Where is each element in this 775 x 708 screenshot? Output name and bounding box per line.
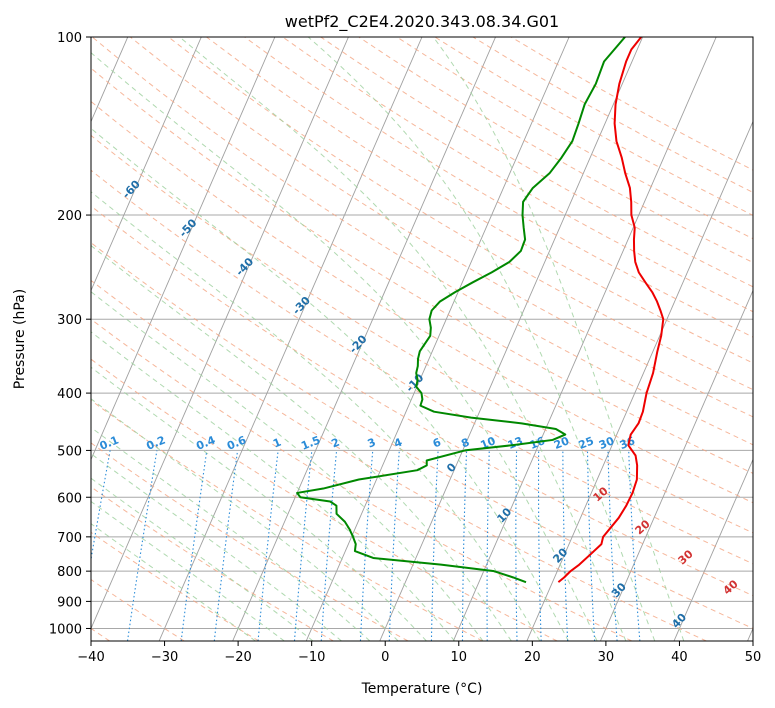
mixing-ratio-line [126, 450, 158, 641]
moist-adiabat-line [91, 127, 569, 641]
mixing-ratio-line [91, 450, 111, 563]
isotherm-line [673, 458, 753, 641]
mixing-ratio-label: 13 [506, 434, 525, 452]
chart-title: wetPf2_C2E4.2020.343.08.34.G01 [285, 12, 559, 32]
x-tick-label: −10 [298, 650, 325, 665]
y-tick-label: 300 [57, 313, 82, 328]
y-tick-label: 700 [57, 531, 82, 546]
moist-adiabat-line [91, 331, 456, 641]
mixing-ratio-label: 2 [329, 436, 341, 451]
y-tick-label: 400 [57, 387, 82, 402]
mixing-ratio-label: 30 [597, 434, 616, 452]
dewpoint-line [296, 37, 626, 584]
moist-adiabat-line [91, 244, 512, 641]
y-tick-label: 900 [57, 595, 82, 610]
moist-adiabat-line [91, 426, 371, 641]
mixing-ratio-line [180, 450, 208, 641]
mixing-ratio-label: 25 [577, 434, 596, 452]
dry-adiabat-line [91, 242, 753, 630]
y-tick-label: 600 [57, 491, 82, 506]
y-tick-label: 500 [57, 444, 82, 459]
x-tick-label: 10 [451, 650, 468, 665]
x-tick-label: 30 [598, 650, 615, 665]
isotherm-line [91, 37, 349, 630]
moist-adiabat-line [91, 523, 256, 641]
mixing-ratio-line [257, 450, 279, 641]
background-lines [91, 37, 753, 641]
isotherm-line [526, 120, 753, 641]
profile-series [296, 37, 665, 584]
mixing-ratio-label: 36 [618, 434, 637, 452]
x-tick-label: 20 [524, 650, 541, 665]
axes: −40 −30 −20 −10 0 10 20 30 40 50 100 200 300 400 500 60… [49, 31, 761, 665]
dry-adiabat-line [91, 100, 753, 504]
mixing-ratio-line [213, 450, 239, 641]
mixing-ratio-label: 8 [459, 436, 471, 451]
dry-adiabat-line [91, 169, 753, 565]
x-tick-label: 50 [745, 650, 762, 665]
plot-frame [90, 36, 754, 642]
dry-adiabat-line [91, 37, 753, 446]
isotherm-line [600, 289, 753, 641]
x-tick-label: 40 [671, 650, 688, 665]
moist-adiabat-line [307, 37, 656, 641]
moist-adiabat-line [91, 51, 598, 641]
y-axis-label: Pressure (hPa) [12, 289, 28, 389]
isotherm-line [379, 37, 644, 641]
mixing-ratio-label: 1 [271, 436, 283, 451]
dry-adiabat-line [91, 486, 334, 641]
moist-adiabat-line [91, 291, 484, 641]
dry-adiabat-line [91, 134, 753, 534]
moist-adiabat-line [91, 398, 399, 641]
dry-adiabat-line [91, 318, 632, 641]
isotherm-line [305, 37, 570, 641]
isotherm-line [91, 37, 276, 461]
y-tick-label: 100 [57, 31, 82, 46]
moist-adiabat-line [179, 37, 627, 641]
x-tick-label: −30 [151, 650, 178, 665]
dry-adiabat-line [91, 358, 558, 641]
isotherm-line [232, 37, 496, 641]
temperature-line [557, 37, 665, 583]
moist-adiabat-line [91, 453, 342, 641]
moist-adiabat-line [91, 191, 541, 641]
dry-adiabat-line [244, 37, 753, 338]
isotherm-line [158, 37, 423, 641]
y-tick-label: 800 [57, 565, 82, 580]
x-tick-label: −40 [77, 650, 104, 665]
isotherm-line [452, 37, 717, 641]
y-tick-label: 200 [57, 209, 82, 224]
y-tick-label: 1000 [49, 622, 82, 637]
dry-adiabat-line [91, 205, 753, 597]
dry-adiabat-line [320, 37, 753, 288]
x-tick-label: −20 [224, 650, 251, 665]
dry-adiabat-line [168, 37, 753, 391]
mixing-ratio-label: 16 [528, 434, 547, 452]
x-tick-label: 0 [381, 650, 389, 665]
moist-adiabat-line [432, 37, 685, 641]
moist-adiabat-line [91, 477, 314, 641]
isotherm-line [91, 37, 202, 292]
dry-adiabat-line [91, 442, 409, 641]
mixing-ratio-label: 3 [366, 436, 378, 451]
moist-adiabat-line [91, 366, 427, 641]
dry-adiabat-line [91, 399, 483, 641]
x-axis-label: Temperature (°C) [361, 681, 483, 697]
